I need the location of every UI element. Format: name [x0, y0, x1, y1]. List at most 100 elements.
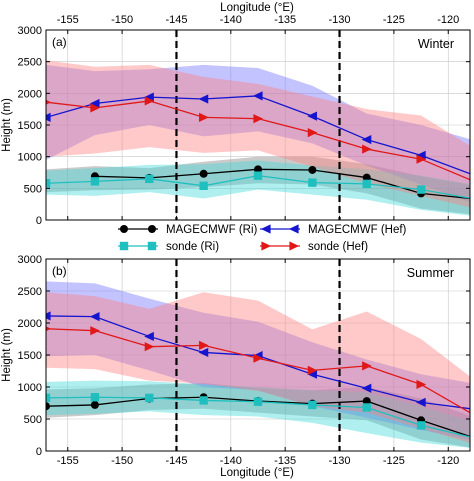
data-point-sonde-hef: [199, 112, 209, 122]
top-axis-title: Longitude (°E): [220, 2, 294, 14]
data-point-sonde-ri: [145, 174, 154, 184]
x-tick-label: -145: [165, 455, 187, 467]
band-sonde-ri: [46, 160, 470, 216]
data-point-sonde-ri: [416, 185, 426, 194]
y-tick-label: 1500: [18, 120, 42, 132]
legend-marker: [261, 241, 272, 251]
data-point-sonde-hef: [144, 96, 155, 106]
legend-marker: [148, 225, 156, 233]
data-point-sonde-ri: [308, 400, 317, 410]
data-point-magecmwf-hef: [470, 171, 474, 180]
top-x-tick-label: -125: [383, 14, 405, 26]
data-point-sonde-ri: [90, 177, 100, 186]
top-x-tick-label: -140: [220, 14, 242, 26]
legend-label: MAGECMWF (Ri): [166, 224, 258, 236]
legend-marker: [120, 225, 128, 233]
y-tick-label: 500: [24, 183, 42, 195]
data-point-magecmwf-hef: [470, 405, 474, 414]
y-axis-title: Height (m): [1, 328, 13, 382]
panel-label: (b): [52, 264, 67, 278]
data-point-magecmwf-ri: [199, 169, 208, 178]
top-x-tick-label: -130: [329, 14, 351, 26]
data-point-sonde-hef: [90, 103, 101, 113]
data-point-magecmwf-hef: [361, 383, 372, 393]
plot-area: [46, 30, 474, 220]
data-point-sonde-ri: [199, 181, 208, 190]
season-label: Summer: [407, 266, 454, 280]
data-point-sonde-hef: [90, 326, 101, 336]
data-point-sonde-ri: [199, 396, 208, 405]
top-x-tick-label: -145: [165, 14, 187, 26]
data-point-magecmwf-hef: [144, 92, 154, 102]
data-point-magecmwf-ri: [90, 400, 99, 409]
legend-marker: [289, 241, 300, 251]
legend-marker: [147, 241, 157, 251]
top-x-tick-label: -150: [111, 14, 133, 26]
data-point-sonde-ri: [46, 393, 51, 403]
x-tick-label: -125: [383, 455, 405, 467]
legend-label: MAGECMWF (Hef): [308, 224, 407, 236]
data-point-magecmwf-hef: [198, 94, 209, 104]
top-x-tick-label: -135: [274, 14, 296, 26]
data-point-magecmwf-hef: [252, 91, 263, 101]
data-point-magecmwf-ri: [308, 165, 317, 174]
data-point-sonde-hef: [362, 144, 372, 154]
data-point-magecmwf-hef: [307, 369, 317, 379]
series-line-magecmwf-ri: [94, 168, 470, 200]
y-tick-label: 500: [24, 414, 42, 426]
y-tick-label: 2000: [18, 318, 42, 330]
bottom-axis-title: Longitude (°E): [220, 467, 294, 479]
data-point-sonde-ri: [362, 403, 371, 412]
data-point-magecmwf-ri: [362, 173, 371, 182]
data-point-magecmwf-hef: [46, 112, 51, 122]
legend-item: sonde (Ri): [118, 241, 219, 253]
data-point-magecmwf-hef: [307, 111, 317, 121]
data-point-magecmwf-hef: [89, 98, 100, 109]
panel-label: (a): [52, 35, 67, 49]
data-point-sonde-ri: [145, 393, 154, 403]
data-point-sonde-hef: [307, 365, 318, 375]
y-tick-label: 2000: [18, 88, 42, 100]
data-point-magecmwf-hef: [144, 331, 154, 342]
legend-item: MAGECMWF (Hef): [260, 224, 407, 236]
data-point-sonde-hef: [307, 128, 318, 138]
data-point-sonde-ri: [308, 178, 317, 187]
plot-area: [46, 259, 474, 451]
data-point-magecmwf-ri: [362, 397, 371, 406]
x-tick-label: -135: [274, 455, 296, 467]
top-x-tick-label: -155: [57, 14, 79, 26]
data-point-magecmwf-hef: [46, 311, 51, 321]
x-tick-label: -120: [437, 455, 459, 467]
data-point-sonde-ri: [253, 397, 263, 406]
legend-marker: [288, 224, 299, 234]
data-point-sonde-ri: [253, 171, 263, 180]
legend-item: sonde (Hef): [260, 241, 368, 253]
y-tick-label: 1000: [18, 152, 42, 164]
data-point-sonde-ri: [416, 421, 426, 430]
x-tick-label: -155: [57, 455, 79, 467]
legend-item: MAGECMWF (Ri): [118, 224, 258, 236]
y-tick-label: 1000: [18, 382, 42, 394]
data-point-sonde-hef: [199, 340, 209, 350]
legend-label: sonde (Hef): [308, 241, 368, 253]
legend-marker: [260, 224, 271, 234]
data-point-sonde-hef: [144, 342, 155, 352]
y-tick-label: 1500: [18, 350, 42, 362]
data-point-magecmwf-hef: [415, 397, 426, 407]
data-point-magecmwf-ri: [254, 165, 262, 174]
y-tick-label: 0: [36, 215, 42, 227]
legend-label: sonde (Ri): [166, 241, 219, 253]
y-axis-title: Height (m): [1, 98, 13, 152]
data-point-sonde-hef: [416, 154, 427, 164]
data-point-magecmwf-hef: [89, 312, 100, 322]
band-magecmwf-ri: [46, 156, 470, 215]
data-point-sonde-hef: [362, 361, 372, 371]
x-tick-label: -140: [220, 455, 242, 467]
legend: MAGECMWF (Ri) MAGECMWF (Hef) sonde (Ri) son…: [118, 224, 407, 253]
season-label: Winter: [418, 37, 454, 51]
x-tick-label: -150: [111, 455, 133, 467]
data-point-magecmwf-ri: [46, 402, 50, 411]
data-point-magecmwf-hef: [415, 150, 426, 160]
y-tick-label: 2500: [18, 286, 42, 298]
